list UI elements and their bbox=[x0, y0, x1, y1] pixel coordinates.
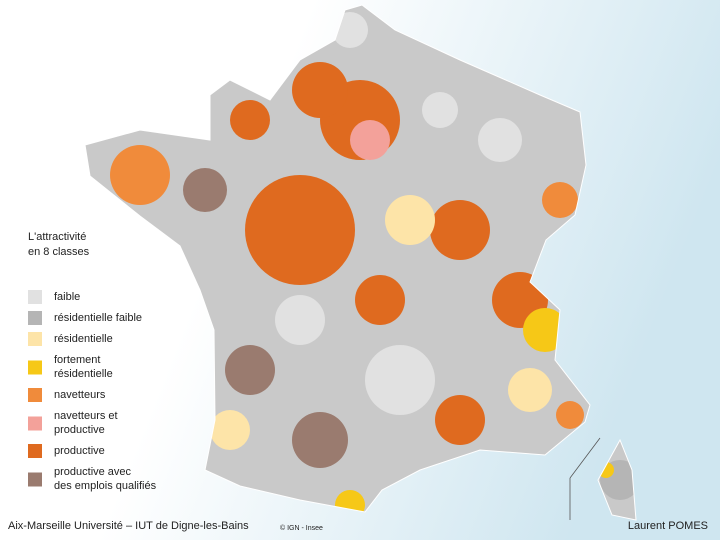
legend-label: résidentielle bbox=[54, 368, 113, 380]
legend-swatch bbox=[28, 472, 42, 487]
legend-swatch bbox=[28, 311, 42, 325]
legend-title: L'attractivité bbox=[28, 231, 86, 243]
legend-label: faible bbox=[54, 291, 80, 303]
legend-label: productive bbox=[54, 445, 105, 457]
footer-left: Aix-Marseille Université – IUT de Digne-… bbox=[8, 520, 249, 532]
legend-swatch bbox=[28, 360, 42, 375]
legend-swatch bbox=[28, 332, 42, 346]
legend-label: résidentielle faible bbox=[54, 312, 142, 324]
footer-center: © IGN - Insee bbox=[280, 524, 323, 532]
legend-swatch bbox=[28, 290, 42, 304]
inset-line bbox=[569, 437, 601, 479]
legend-title: en 8 classes bbox=[28, 246, 90, 258]
legend-label: productive avec bbox=[54, 466, 132, 478]
legend-swatch bbox=[28, 388, 42, 402]
legend-label: résidentielle bbox=[54, 333, 113, 345]
legend-swatch bbox=[28, 444, 42, 458]
legend-label: fortement bbox=[54, 354, 100, 366]
legend: L'attractivité en 8 classes faible résident… bbox=[28, 231, 157, 492]
legend-label: navetteurs et bbox=[54, 410, 118, 422]
legend-label: navetteurs bbox=[54, 389, 106, 401]
legend-label: productive bbox=[54, 424, 105, 436]
legend-label: des emplois qualifiés bbox=[54, 480, 157, 492]
footer-right: Laurent POMES bbox=[628, 520, 708, 532]
legend-swatch bbox=[28, 416, 42, 431]
